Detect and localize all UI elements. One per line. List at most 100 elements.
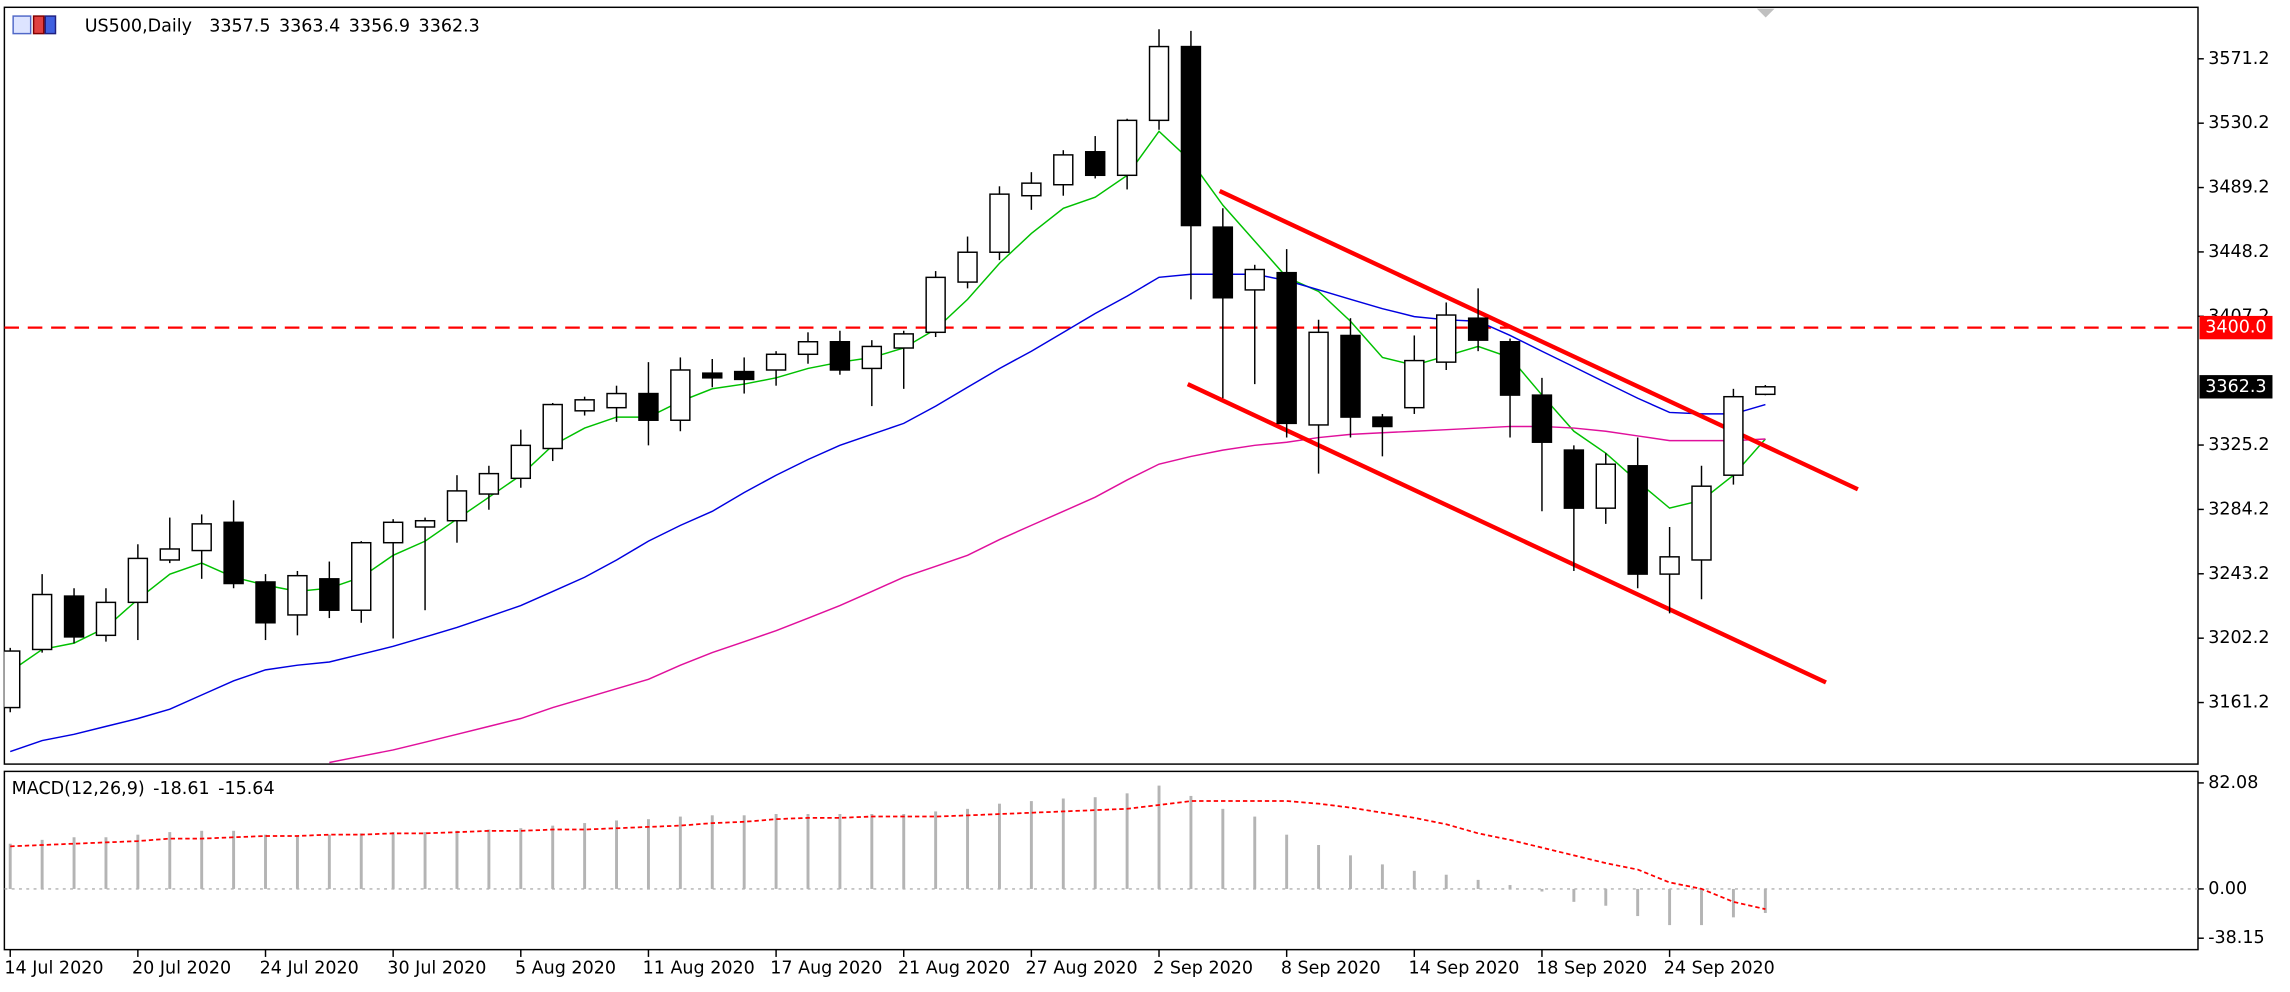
macd-bar [1380, 864, 1384, 889]
candle-body [1340, 334, 1361, 418]
price-panel [3, 6, 2199, 765]
macd-bar [1731, 888, 1735, 918]
macd-bar [1029, 801, 1033, 889]
macd-bar [359, 833, 363, 889]
candle-body [510, 444, 532, 480]
candle-body [574, 399, 595, 412]
macd-bar [1189, 795, 1193, 889]
x-tick-label: 14 Sep 2020 [1408, 959, 1519, 979]
macd-bar [264, 834, 267, 889]
candle-body [1691, 485, 1712, 561]
candle-body [957, 251, 978, 283]
macd-bar [998, 803, 1001, 889]
candle-body [1021, 182, 1042, 197]
candle-body [1180, 45, 1202, 227]
candle-body [414, 519, 436, 528]
macd-bar [1317, 845, 1321, 889]
macd-bar [583, 823, 587, 889]
candle-body [1372, 416, 1393, 428]
candle-body [1659, 556, 1680, 575]
macd-bar [1061, 798, 1065, 889]
candle-body [702, 372, 723, 379]
candle-body [127, 557, 149, 604]
header-title: US500,Daily [85, 16, 192, 36]
macd-bar [1221, 808, 1225, 889]
candle-body [1435, 314, 1457, 363]
candle-body [1499, 341, 1521, 396]
x-tick-label: 27 Aug 2020 [1026, 959, 1138, 979]
macd-bar [806, 814, 810, 889]
macd-bar [232, 830, 236, 889]
macd-bar [1444, 874, 1448, 889]
candle-body [191, 523, 212, 552]
macd-bar [455, 830, 459, 889]
header: US500,Daily 3357.5 3363.4 3356.9 3362.3 [85, 16, 480, 36]
axes: 3161.23202.23243.23284.23325.23407.23448… [4, 49, 2273, 979]
candle-body [319, 578, 340, 611]
macd-bar [1508, 885, 1512, 889]
macd-bar [870, 814, 874, 889]
y-tick-label: 3448.2 [2208, 242, 2269, 262]
candle-body [925, 276, 946, 334]
macd-bar [1604, 888, 1608, 906]
macd-bar [1349, 855, 1352, 889]
x-tick-label: 2 Sep 2020 [1153, 959, 1253, 979]
macd-bar [838, 814, 842, 889]
macd-signal-value: -15.64 [218, 779, 274, 799]
macd-bar [1763, 888, 1767, 913]
candle-body [542, 403, 563, 450]
x-tick-label: 20 Jul 2020 [132, 959, 231, 979]
y-tick-label: 3243.2 [2208, 564, 2269, 584]
macd-bar [391, 832, 395, 889]
macd-bar [551, 825, 555, 889]
candle-body [1627, 465, 1648, 575]
x-tick-label: 24 Jul 2020 [260, 959, 359, 979]
macd-bar [1636, 888, 1640, 917]
candle-body [989, 193, 1010, 253]
candle-body [1212, 226, 1234, 299]
macd-bar [1476, 879, 1480, 889]
y-tick-label: -38.15 [2208, 928, 2264, 948]
macd-bar [327, 834, 331, 889]
macd-bar [1157, 785, 1161, 889]
header-low: 3356.9 [349, 16, 410, 36]
macd-panel [3, 770, 2199, 951]
macd-bar [710, 815, 714, 889]
macd-bar [1700, 888, 1703, 926]
candle-body [1563, 449, 1585, 509]
macd-bar [615, 820, 618, 889]
candle-body [1116, 119, 1138, 177]
macd-header: MACD(12,26,9) -18.61 -15.64 [12, 779, 275, 799]
x-tick-label: 5 Aug 2020 [515, 959, 616, 979]
macd-bar [678, 816, 682, 889]
candle-body [1595, 463, 1616, 509]
macd-bar [1668, 888, 1672, 926]
candle-body [95, 601, 117, 637]
macd-bar [1285, 834, 1289, 889]
macd-bar [1572, 888, 1576, 902]
x-tick-label: 24 Sep 2020 [1664, 959, 1775, 979]
candle-body [223, 521, 244, 585]
candle-body [1531, 394, 1553, 443]
candle-body [829, 341, 851, 371]
y-tick-label: 3202.2 [2208, 628, 2269, 648]
signal-line [10, 800, 1766, 911]
macd-bar [72, 837, 76, 889]
y-tick-label: 3571.2 [2208, 49, 2269, 69]
macd-bar [646, 819, 650, 889]
price-plot [4, 29, 2198, 764]
level-label: 3400.0 [2205, 318, 2266, 338]
candle-body [63, 595, 85, 638]
y-tick-label: 3489.2 [2208, 178, 2269, 198]
x-tick-label: 8 Sep 2020 [1281, 959, 1381, 979]
candle-body [287, 574, 308, 616]
macd-bar [1412, 870, 1416, 889]
candle-body [1053, 154, 1074, 186]
macd-bar [1540, 888, 1544, 892]
macd-bar [742, 815, 746, 889]
candle-body [1723, 395, 1744, 476]
y-tick-label: 3325.2 [2208, 435, 2269, 455]
macd-plot [4, 785, 2198, 926]
